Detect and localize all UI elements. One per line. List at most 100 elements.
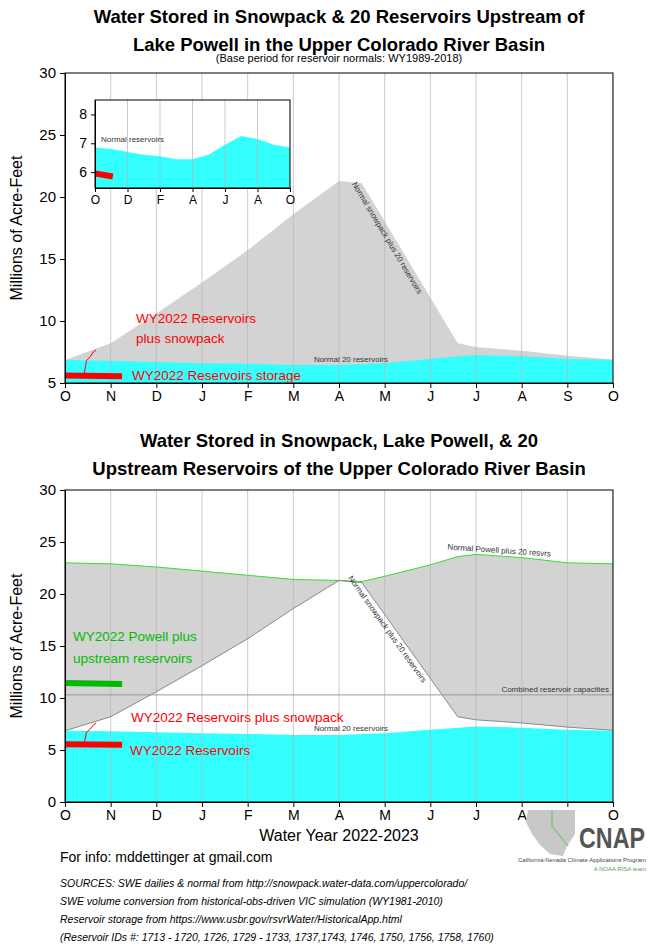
tick: O xyxy=(286,188,295,207)
tick-label: S xyxy=(563,388,572,404)
x-axis: ONDJFMAMJJASO xyxy=(60,383,619,404)
plot-area xyxy=(65,73,613,383)
series-label-line: Normal 20 reservoirs xyxy=(314,724,388,733)
tick-label: N xyxy=(106,807,116,823)
tick: 25 xyxy=(39,533,65,550)
tick-mark xyxy=(60,490,65,491)
grid-line xyxy=(521,490,522,802)
logo-subcaption: A NOAA RISA team xyxy=(594,866,646,872)
tick-mark xyxy=(60,594,65,595)
tick: O xyxy=(60,383,71,404)
tick: A xyxy=(517,383,527,404)
line xyxy=(65,350,96,375)
grid-line xyxy=(65,490,66,802)
tick-label: J xyxy=(427,388,434,404)
tick-mark xyxy=(60,646,65,647)
tick-mark xyxy=(91,143,95,144)
tick: O xyxy=(91,188,100,207)
grid-line xyxy=(476,490,477,802)
tick: 15 xyxy=(39,637,65,654)
tick-label: 0 xyxy=(48,793,56,810)
series-label-line: plus snowpack xyxy=(136,331,225,346)
series-label-line: upstream reservoirs xyxy=(73,651,193,666)
logo-name: CNAP xyxy=(579,821,645,854)
series-label: WY2022 Powell plusupstream reservoirs xyxy=(73,629,197,666)
grid-line xyxy=(567,73,568,383)
tick-label: O xyxy=(91,193,100,207)
axis-line xyxy=(65,74,66,384)
tick-label: 8 xyxy=(79,106,87,122)
tick-label: 6 xyxy=(79,164,87,180)
tick-label: A xyxy=(254,193,262,207)
tick: D xyxy=(152,802,162,823)
y-axis: 678 xyxy=(79,101,95,189)
tick-mark xyxy=(60,73,65,74)
grid-line xyxy=(384,490,385,802)
series-label-line: WY2022 Reservoirs plus snowpack xyxy=(131,710,344,725)
tick-label: J xyxy=(427,807,434,823)
tick: J xyxy=(199,802,206,823)
plot-frame xyxy=(65,73,613,383)
tick-label: 20 xyxy=(39,188,56,205)
tick-mark xyxy=(91,172,95,173)
tick: J xyxy=(427,383,434,404)
grid-line xyxy=(430,73,431,383)
grid-line xyxy=(160,100,161,188)
tick-label: O xyxy=(60,388,71,404)
series-label-line: Normal 20 reservoirs xyxy=(314,355,388,364)
tick-label: 20 xyxy=(39,585,56,602)
tick-mark xyxy=(258,188,259,192)
tick-mark xyxy=(60,542,65,543)
grid-line xyxy=(339,490,340,802)
tick-label: O xyxy=(60,807,71,823)
series-label: WY2022 Reservoirs storage xyxy=(132,368,301,383)
footer: For info: mddettinger at gmail.comSOURCE… xyxy=(60,849,494,943)
logo-shape xyxy=(526,810,575,856)
logo-caption: California-Nevada Climate Applications P… xyxy=(518,857,646,863)
grid-line xyxy=(257,100,258,188)
plot-background xyxy=(65,490,613,802)
tick: M xyxy=(379,383,391,404)
tick-label: O xyxy=(286,193,295,207)
tick-label: 10 xyxy=(39,312,56,329)
tick-label: 30 xyxy=(39,481,56,498)
tick-label: J xyxy=(223,193,229,207)
tick: M xyxy=(288,383,300,404)
tick-label: 25 xyxy=(39,126,56,143)
tick: F xyxy=(244,383,253,404)
tick: F xyxy=(157,188,164,207)
tick-label: 30 xyxy=(39,64,56,81)
tick-label: O xyxy=(608,388,619,404)
axis-line xyxy=(95,101,96,189)
plot-background xyxy=(95,100,290,188)
tick: O xyxy=(608,802,619,823)
tick-label: A xyxy=(335,388,345,404)
tick: 30 xyxy=(39,64,65,81)
tick: O xyxy=(60,802,71,823)
grid-line xyxy=(521,73,522,383)
y-axis: 51015202530 xyxy=(39,64,65,391)
chart-title: Water Stored in Snowpack & 20 Reservoirs… xyxy=(94,6,586,27)
tick-label: J xyxy=(199,388,206,404)
tick: N xyxy=(106,383,116,404)
y-axis: 051015202530 xyxy=(39,481,65,810)
tick-mark xyxy=(128,188,129,192)
tick: J xyxy=(473,802,480,823)
series-label: Normal 20 reservoirs xyxy=(314,724,388,733)
source-text: SOURCES: SWE dailies & normal from http:… xyxy=(60,877,468,889)
tick-mark xyxy=(60,750,65,751)
y-axis-title: Millions of Acre-Feet xyxy=(8,155,25,300)
plot-area xyxy=(95,100,290,188)
tick-label: 25 xyxy=(39,533,56,550)
tick-mark xyxy=(290,188,291,192)
line xyxy=(65,694,613,695)
chart-title: Upstream Reservoirs of the Upper Colorad… xyxy=(92,458,585,479)
line xyxy=(65,741,122,748)
tick-label: D xyxy=(124,193,133,207)
tick-mark xyxy=(160,188,161,192)
source-text: (Reservoir IDs #: 1713 - 1720, 1726, 172… xyxy=(60,931,494,943)
series-label-line: WY2022 Reservoirs xyxy=(130,743,250,758)
tick: A xyxy=(517,802,527,823)
plot-frame xyxy=(65,490,613,802)
tick-label: F xyxy=(244,807,253,823)
